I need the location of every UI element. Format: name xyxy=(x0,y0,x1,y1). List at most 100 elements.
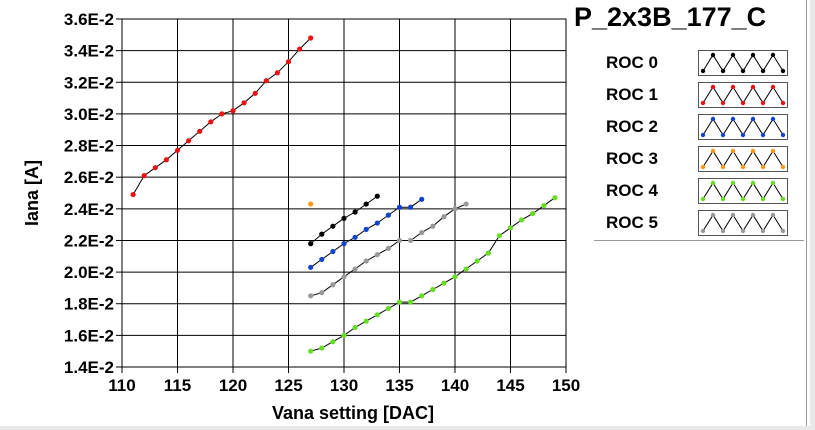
data-point xyxy=(208,119,214,125)
x-tick-label: 110 xyxy=(108,376,135,395)
legend-label: ROC 4 xyxy=(606,181,658,200)
legend-swatch xyxy=(698,146,788,172)
legend-swatch-marker xyxy=(720,228,726,234)
data-point xyxy=(319,345,325,351)
y-tick-label: 3.6E-2 xyxy=(64,10,114,29)
legend-swatch-marker xyxy=(740,196,746,202)
data-point xyxy=(308,35,314,41)
y-tick-label: 1.4E-2 xyxy=(64,358,114,377)
data-point xyxy=(252,90,258,96)
data-point xyxy=(308,293,314,299)
legend-swatch-marker xyxy=(780,228,786,234)
legend-swatch xyxy=(698,210,788,236)
legend-swatch-line xyxy=(702,86,784,104)
data-point xyxy=(308,241,314,247)
legend-swatch-marker xyxy=(730,52,736,58)
legend-item: ROC 0 xyxy=(594,50,804,76)
data-point xyxy=(530,210,536,217)
legend-swatch-marker xyxy=(730,148,736,154)
y-tick-label: 2.6E-2 xyxy=(64,168,114,187)
legend-swatch-marker xyxy=(780,196,786,202)
y-tick-label: 3.4E-2 xyxy=(64,42,114,61)
x-tick-label: 125 xyxy=(274,376,302,395)
data-point xyxy=(186,138,192,144)
data-point xyxy=(419,293,425,299)
data-point xyxy=(363,258,369,264)
series-roc-1 xyxy=(130,35,314,198)
legend-swatch-marker xyxy=(730,212,736,218)
legend-label: ROC 5 xyxy=(606,213,658,232)
y-tick-label: 2.0E-2 xyxy=(64,263,114,282)
legend-swatch xyxy=(698,114,788,140)
data-point xyxy=(541,203,547,209)
series-roc-2 xyxy=(308,196,425,270)
data-point xyxy=(441,280,447,286)
legend-swatch-marker xyxy=(780,164,786,170)
data-point xyxy=(463,201,469,207)
legend-swatch-marker xyxy=(750,180,756,186)
y-tick-label: 3.2E-2 xyxy=(64,73,114,92)
y-tick-label: 2.2E-2 xyxy=(64,231,114,250)
x-tick-label: 145 xyxy=(496,376,524,395)
legend-swatch xyxy=(698,50,788,76)
legend-swatch-line xyxy=(702,54,784,72)
legend-swatch-marker xyxy=(780,100,786,106)
data-point xyxy=(274,70,280,76)
data-point xyxy=(141,173,147,179)
series-roc-3 xyxy=(308,201,314,207)
data-point xyxy=(174,147,181,153)
data-point xyxy=(363,226,369,232)
data-point xyxy=(363,318,369,324)
series-roc-0 xyxy=(308,193,380,247)
data-point xyxy=(163,157,169,163)
data-point xyxy=(319,231,325,237)
x-tick-label: 135 xyxy=(385,376,413,395)
legend-swatch-marker xyxy=(770,148,776,154)
data-point xyxy=(152,165,158,171)
legend-swatch-marker xyxy=(700,164,706,170)
data-point xyxy=(396,299,403,305)
legend-swatch-marker xyxy=(750,52,756,58)
data-point xyxy=(463,266,469,272)
legend-swatch-marker xyxy=(770,180,776,186)
legend-swatch xyxy=(698,178,788,204)
data-point xyxy=(352,266,358,272)
data-point xyxy=(396,237,403,244)
data-point xyxy=(430,223,436,229)
legend: ROC 0 ROC 1 ROC 2 ROC 3 ROC 4 ROC 5 xyxy=(594,44,804,241)
x-tick-label: 150 xyxy=(552,376,580,395)
data-point xyxy=(496,233,502,239)
data-point xyxy=(308,201,314,207)
data-point xyxy=(352,324,358,331)
x-tick-label: 120 xyxy=(219,376,247,395)
data-point xyxy=(219,111,225,117)
legend-swatch-marker xyxy=(760,132,766,138)
legend-item: ROC 1 xyxy=(594,82,804,108)
legend-swatch-marker xyxy=(730,84,736,90)
data-point xyxy=(408,299,414,305)
legend-swatch-marker xyxy=(740,164,746,170)
legend-swatch-marker xyxy=(740,132,746,138)
x-tick-label: 130 xyxy=(330,376,358,395)
legend-swatch-marker xyxy=(750,84,756,90)
data-point xyxy=(330,339,336,345)
legend-swatch-marker xyxy=(720,196,726,202)
data-point xyxy=(341,274,347,280)
data-point xyxy=(374,252,380,258)
data-point xyxy=(385,245,391,251)
legend-swatch-marker xyxy=(700,100,706,106)
legend-swatch-marker xyxy=(750,148,756,154)
data-point xyxy=(385,305,391,312)
legend-swatch-marker xyxy=(740,228,746,234)
y-tick-label: 2.8E-2 xyxy=(64,137,114,156)
data-point xyxy=(352,234,358,240)
y-tick-label: 1.8E-2 xyxy=(64,295,114,314)
legend-swatch-marker xyxy=(710,212,716,218)
legend-item: ROC 2 xyxy=(594,114,804,140)
data-point xyxy=(419,229,425,236)
legend-swatch xyxy=(698,82,788,108)
legend-swatch-marker xyxy=(730,116,736,122)
frame-bottom-edge xyxy=(0,426,815,430)
data-point xyxy=(352,209,358,215)
x-axis-label: Vana setting [DAC] xyxy=(272,403,434,423)
